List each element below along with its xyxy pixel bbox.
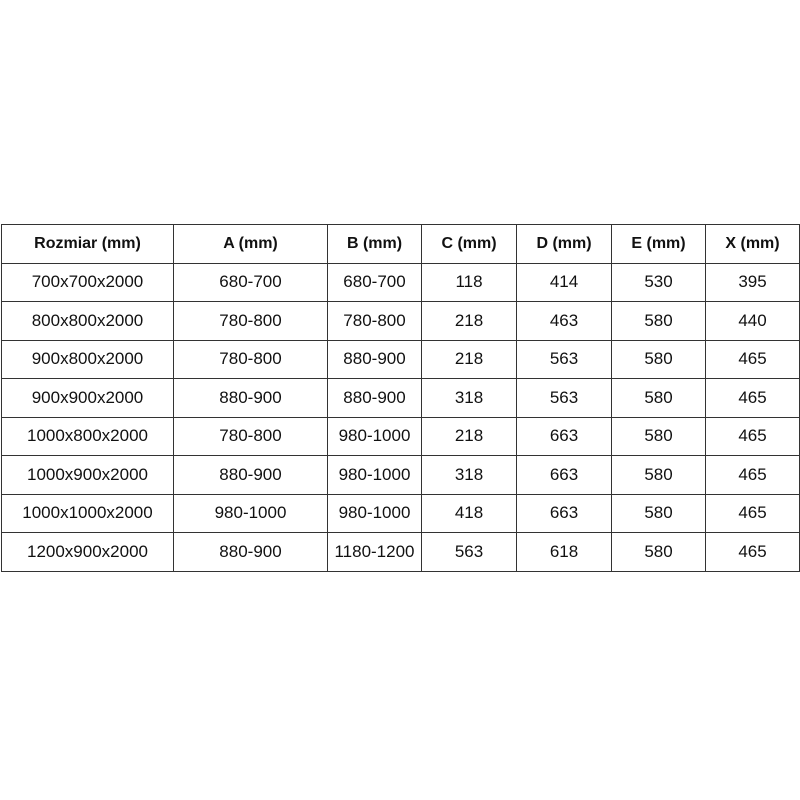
size-cell: 900x800x2000 [1, 339, 174, 379]
size-cell: 700x700x2000 [1, 262, 174, 302]
value-cell: 780-800 [173, 339, 328, 379]
value-cell: 440 [705, 301, 800, 341]
value-cell: 580 [611, 493, 706, 533]
table-row: 1000x900x2000 880-900 980-1000 318 663 580 465 [1, 455, 800, 495]
value-cell: 663 [516, 455, 612, 495]
value-cell: 563 [421, 532, 517, 572]
value-cell: 780-800 [173, 301, 328, 341]
value-cell: 465 [705, 493, 800, 533]
value-cell: 465 [705, 532, 800, 572]
size-cell: 900x900x2000 [1, 378, 174, 418]
value-cell: 580 [611, 339, 706, 379]
column-header: X (mm) [705, 224, 800, 264]
size-cell: 1000x800x2000 [1, 416, 174, 456]
value-cell: 580 [611, 416, 706, 456]
value-cell: 318 [421, 455, 517, 495]
table-row: 800x800x2000 780-800 780-800 218 463 580 440 [1, 301, 800, 341]
table-row: 1000x800x2000 780-800 980-1000 218 663 580 465 [1, 416, 800, 456]
value-cell: 465 [705, 455, 800, 495]
value-cell: 465 [705, 416, 800, 456]
value-cell: 414 [516, 262, 612, 302]
value-cell: 880-900 [173, 378, 328, 418]
value-cell: 580 [611, 455, 706, 495]
value-cell: 880-900 [173, 532, 328, 572]
dimensions-table: Rozmiar (mm) A (mm) B (mm) C (mm) D (mm) E (m… [1, 224, 800, 572]
value-cell: 563 [516, 378, 612, 418]
value-cell: 463 [516, 301, 612, 341]
value-cell: 580 [611, 532, 706, 572]
column-header: D (mm) [516, 224, 612, 264]
value-cell: 880-900 [327, 378, 422, 418]
column-header: C (mm) [421, 224, 517, 264]
value-cell: 530 [611, 262, 706, 302]
value-cell: 395 [705, 262, 800, 302]
column-header: A (mm) [173, 224, 328, 264]
value-cell: 980-1000 [327, 493, 422, 533]
value-cell: 218 [421, 339, 517, 379]
value-cell: 980-1000 [173, 493, 328, 533]
table-row: 700x700x2000 680-700 680-700 118 414 530 395 [1, 262, 800, 302]
size-cell: 1000x1000x2000 [1, 493, 174, 533]
value-cell: 118 [421, 262, 517, 302]
value-cell: 880-900 [327, 339, 422, 379]
table-row: 1200x900x2000 880-900 1180-1200 563 618 580 46… [1, 532, 800, 572]
value-cell: 218 [421, 301, 517, 341]
value-cell: 880-900 [173, 455, 328, 495]
column-header: Rozmiar (mm) [1, 224, 174, 264]
value-cell: 218 [421, 416, 517, 456]
header-row: Rozmiar (mm) A (mm) B (mm) C (mm) D (mm) E (m… [1, 224, 800, 264]
value-cell: 663 [516, 416, 612, 456]
value-cell: 563 [516, 339, 612, 379]
value-cell: 663 [516, 493, 612, 533]
value-cell: 1180-1200 [327, 532, 422, 572]
table-row: 900x800x2000 780-800 880-900 218 563 580 465 [1, 339, 800, 379]
value-cell: 780-800 [173, 416, 328, 456]
value-cell: 580 [611, 301, 706, 341]
value-cell: 465 [705, 339, 800, 379]
value-cell: 980-1000 [327, 416, 422, 456]
value-cell: 618 [516, 532, 612, 572]
value-cell: 418 [421, 493, 517, 533]
value-cell: 680-700 [173, 262, 328, 302]
value-cell: 465 [705, 378, 800, 418]
value-cell: 780-800 [327, 301, 422, 341]
value-cell: 680-700 [327, 262, 422, 302]
size-cell: 1000x900x2000 [1, 455, 174, 495]
column-header: B (mm) [327, 224, 422, 264]
size-cell: 1200x900x2000 [1, 532, 174, 572]
value-cell: 318 [421, 378, 517, 418]
size-cell: 800x800x2000 [1, 301, 174, 341]
table-row: 900x900x2000 880-900 880-900 318 563 580 465 [1, 378, 800, 418]
value-cell: 580 [611, 378, 706, 418]
table-row: 1000x1000x2000 980-1000 980-1000 418 663 580 4… [1, 493, 800, 533]
column-header: E (mm) [611, 224, 706, 264]
value-cell: 980-1000 [327, 455, 422, 495]
